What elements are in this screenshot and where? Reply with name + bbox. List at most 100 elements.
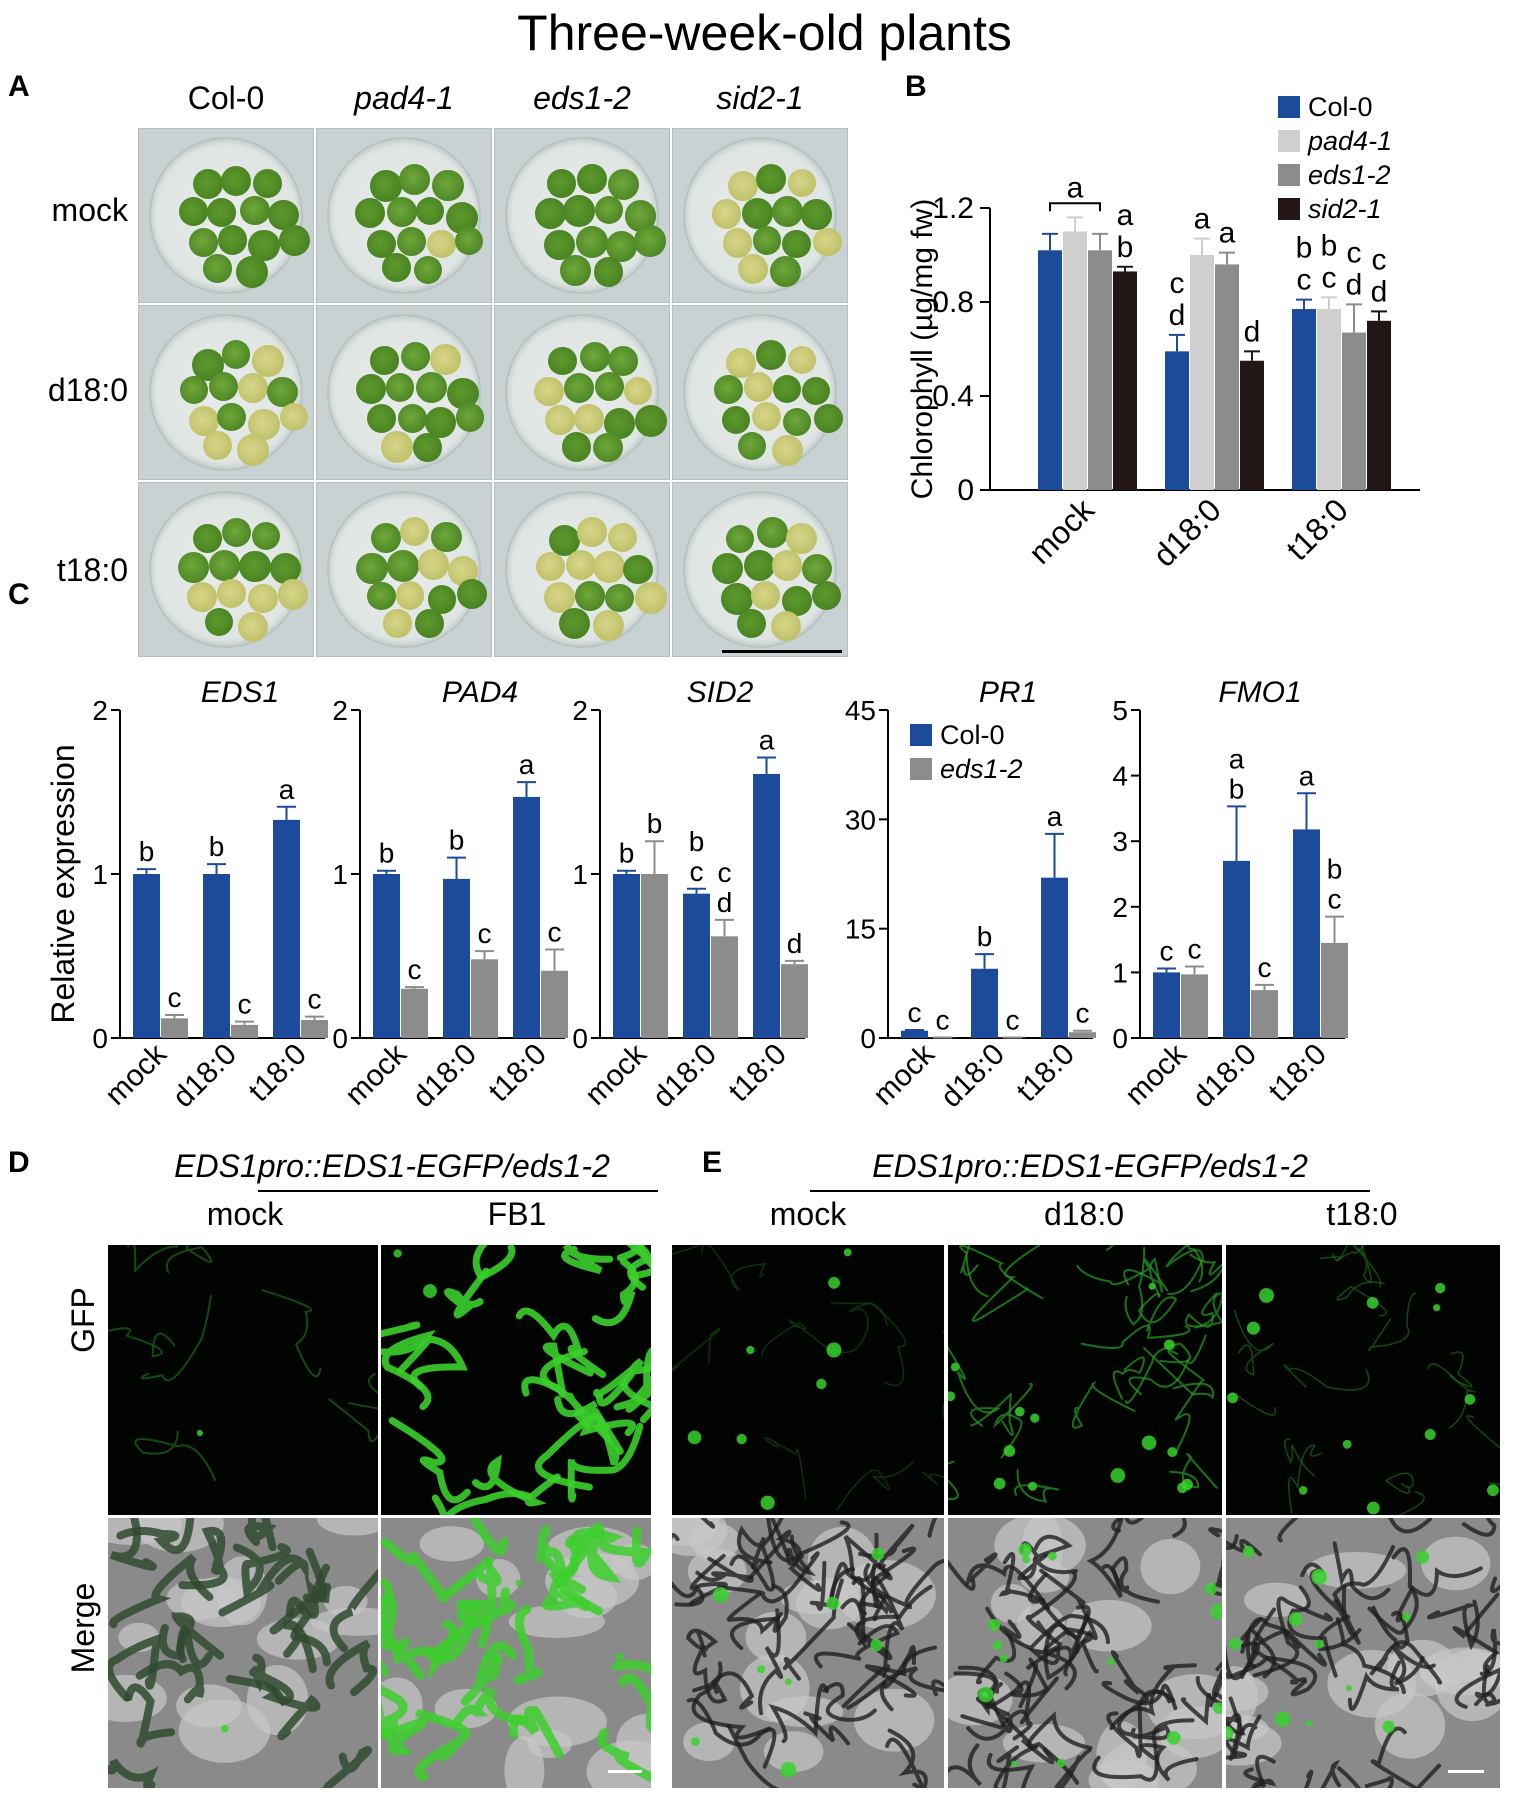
leaf-disc	[455, 226, 484, 255]
panel-label-d: D	[8, 1146, 30, 1179]
micrograph-gfp-t18	[1226, 1245, 1500, 1515]
leaf-disc	[203, 254, 232, 283]
cell-wall	[1252, 1596, 1334, 1678]
gfp-nucleus	[1022, 1555, 1031, 1564]
leaf-disc	[564, 372, 595, 403]
bar	[781, 964, 808, 1038]
cell-wall	[1490, 1576, 1500, 1594]
y-tick-label: 0	[332, 1023, 348, 1054]
leaf-disc	[593, 432, 623, 463]
significance-letter: c	[238, 989, 252, 1020]
micrograph-render	[672, 1245, 944, 1511]
cell-wall	[1092, 1718, 1195, 1782]
bar	[1292, 309, 1316, 490]
significance-letter: c	[408, 954, 422, 985]
cell-lumen	[323, 1585, 368, 1617]
x-tick-label: t18:0	[482, 1038, 553, 1109]
leaf-disc	[771, 196, 803, 228]
bar	[1153, 972, 1180, 1038]
significance-letter: d	[717, 887, 733, 918]
cell-wall	[922, 1471, 944, 1486]
gfp-nucleus	[1227, 1392, 1238, 1404]
panel-e-construct-underline	[810, 1190, 1370, 1192]
leaf-disc	[721, 405, 750, 434]
leaf-disc	[623, 554, 654, 585]
y-tick-label: 5	[1112, 695, 1128, 726]
genotype-header-pad4-1: pad4-1	[354, 80, 454, 116]
cell-wall	[813, 1624, 900, 1669]
leaf-disc	[251, 521, 280, 550]
gfp-nucleus	[950, 1362, 960, 1372]
gfp-nucleus	[1402, 1612, 1411, 1622]
gfp-nucleus	[1464, 1394, 1476, 1405]
leaf-disc	[545, 404, 575, 435]
leaf-disc	[221, 165, 252, 196]
gfp-nucleus	[1305, 1719, 1313, 1727]
leaf-disc	[605, 583, 634, 613]
gfp-nucleus	[843, 1248, 852, 1257]
scale-bar	[722, 650, 842, 653]
legend-label: eds1-2	[1308, 160, 1391, 190]
cell-wall	[1013, 1469, 1060, 1503]
significance-letter: c	[690, 856, 704, 887]
gfp-nucleus	[393, 1249, 402, 1258]
leaf-disc	[756, 340, 786, 371]
significance-letter: d	[1346, 268, 1363, 301]
leaf-disc	[786, 522, 818, 554]
cell-wall	[1454, 1667, 1500, 1709]
y-tick-label: 1	[332, 859, 348, 890]
cell-wall	[1336, 1281, 1388, 1317]
cell-wall	[1226, 1664, 1257, 1680]
cell-wall	[381, 1577, 395, 1651]
leaf-disc	[239, 551, 271, 583]
leaf-disc	[187, 582, 217, 612]
cell-wall	[686, 1697, 777, 1769]
cell-wall	[1004, 1657, 1050, 1698]
petri-dish	[327, 137, 484, 294]
significance-letter: b	[689, 826, 705, 857]
cell-wall	[561, 1245, 614, 1275]
panel-e-column-d18: d18:0	[1043, 1196, 1125, 1232]
gfp-nucleus	[1435, 1282, 1446, 1294]
cell-wall	[970, 1392, 1014, 1437]
cell-wall	[178, 1526, 228, 1590]
leaf-disc	[415, 372, 447, 404]
micrograph-render	[381, 1518, 651, 1788]
cell-wall	[135, 1660, 205, 1704]
gfp-nucleus	[1167, 1447, 1178, 1458]
y-tick-label: 0	[572, 1023, 588, 1054]
bar	[133, 874, 160, 1038]
leaf-disc	[251, 345, 284, 377]
significance-letter: d	[1371, 275, 1388, 308]
leaf-disc	[397, 403, 428, 433]
cell-wall	[108, 1633, 162, 1702]
y-tick-label: 30	[845, 804, 876, 835]
cell-wall	[1187, 1245, 1204, 1283]
cell-wall	[1370, 1726, 1442, 1788]
bar	[1041, 877, 1068, 1038]
legend-label: sid2-1	[1308, 194, 1382, 224]
cell-wall	[672, 1245, 700, 1255]
leaf-disc	[725, 524, 755, 554]
significance-letter: b	[1117, 231, 1134, 264]
cell-wall	[1167, 1349, 1205, 1454]
cell-wall	[1287, 1444, 1322, 1514]
gfp-nucleus	[1311, 1568, 1328, 1585]
significance-letter: a	[1047, 801, 1063, 832]
cell-wall	[1226, 1392, 1277, 1416]
micrograph-render	[1226, 1518, 1500, 1788]
cell-wall	[758, 1608, 784, 1716]
cell-wall	[613, 1347, 651, 1413]
leaf-disc	[801, 376, 830, 405]
leaf-disc	[607, 346, 638, 377]
significance-letter: b	[647, 808, 663, 839]
leaf-disc	[414, 255, 443, 284]
bar	[161, 1018, 188, 1038]
leaf-disc	[188, 227, 218, 257]
gene-title: PAD4	[442, 680, 518, 709]
leaf-disc	[565, 549, 597, 581]
leaf-disc-well	[138, 482, 314, 657]
leaf-disc	[561, 432, 592, 462]
cell-wall	[597, 1728, 651, 1783]
cell-wall	[109, 1518, 157, 1571]
